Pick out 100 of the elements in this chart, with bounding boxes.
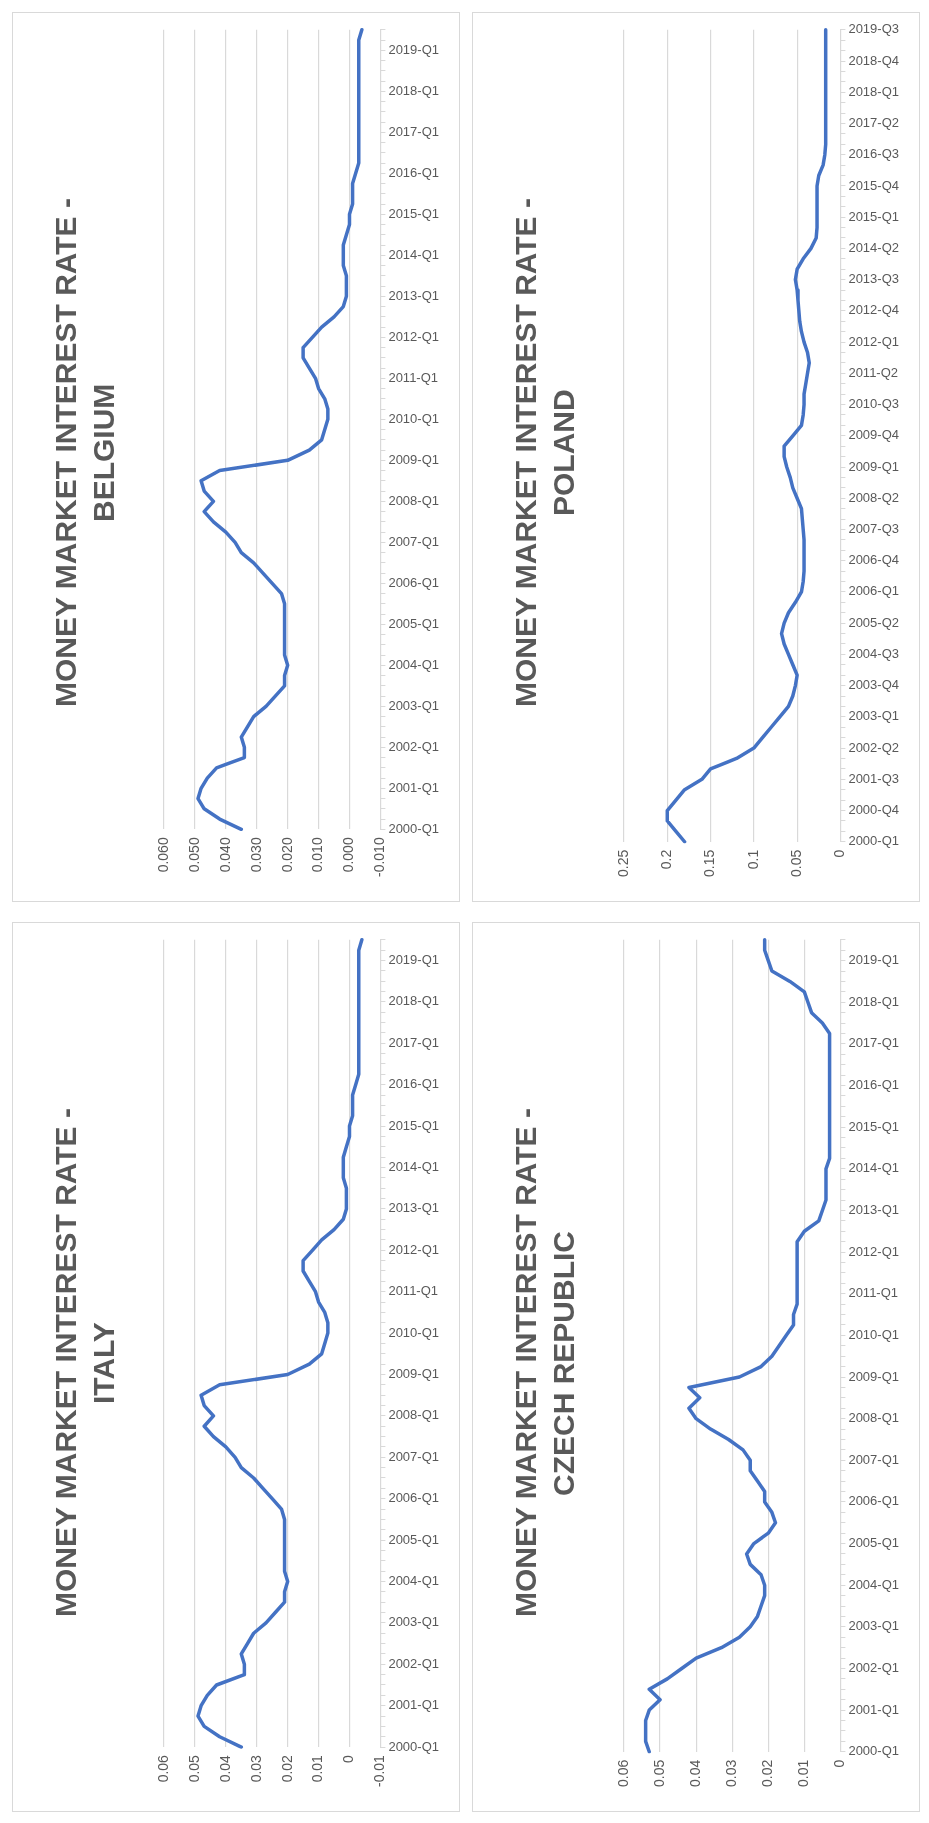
- x-tick-label: 0.03: [723, 1759, 740, 1787]
- x-tick-label: 0.05: [787, 849, 804, 877]
- y-tick-label: 2006-Q4: [848, 552, 899, 568]
- y-tick-label: 2010-Q1: [388, 410, 439, 426]
- y-tick-label: 2000-Q1: [388, 820, 439, 836]
- y-tick-label: 2006-Q1: [388, 574, 439, 590]
- y-tick-label: 2013-Q1: [388, 287, 439, 303]
- y-tick-label: 2007-Q1: [848, 1451, 899, 1467]
- y-tick-label: 2008-Q1: [388, 1407, 439, 1423]
- y-tick-label: 2001-Q1: [388, 1697, 439, 1713]
- y-tick-label: 2019-Q1: [388, 41, 439, 57]
- x-tick-label: 0.04: [216, 1754, 233, 1783]
- y-tick-label: 2011-Q2: [848, 364, 899, 380]
- x-tick-label: 0.01: [309, 1754, 326, 1783]
- y-tick-label: 2010-Q1: [388, 1324, 439, 1340]
- x-tick-label: 0.05: [185, 1754, 202, 1783]
- x-tick-label: 0.01: [795, 1759, 812, 1787]
- y-tick-label: 2012-Q4: [848, 302, 899, 318]
- y-tick-label: 2012-Q1: [848, 333, 899, 349]
- y-tick-label: 2009-Q1: [388, 451, 439, 467]
- y-tick-label: 2014-Q1: [388, 246, 439, 262]
- y-tick-label: 2000-Q4: [848, 802, 899, 818]
- y-tick-label: 2019-Q1: [848, 952, 899, 968]
- y-tick-label: 2002-Q1: [848, 1660, 899, 1676]
- y-tick-label: 2002-Q1: [388, 738, 439, 754]
- y-tick-label: 2000-Q1: [388, 1738, 439, 1754]
- y-tick-label: 2018-Q1: [388, 82, 439, 98]
- y-tick-label: 2015-Q1: [848, 1118, 899, 1134]
- y-tick-label: 2003-Q1: [848, 708, 899, 724]
- y-tick-label: 2009-Q4: [848, 427, 899, 443]
- x-tick-label: 0.040: [216, 837, 233, 873]
- y-tick-label: 2005-Q1: [388, 615, 439, 631]
- y-tick-label: 2014-Q1: [848, 1160, 899, 1176]
- y-tick-label: 2015-Q1: [848, 208, 899, 224]
- y-tick-label: 2005-Q2: [848, 614, 899, 630]
- y-tick-label: 2017-Q2: [848, 115, 899, 131]
- y-tick-label: 2019-Q3: [848, 21, 899, 37]
- x-tick-label: 0.05: [650, 1759, 667, 1787]
- y-tick-label: 2001-Q1: [388, 779, 439, 795]
- y-tick-label: 2015-Q1: [388, 205, 439, 221]
- x-tick-label: 0.020: [278, 837, 295, 873]
- x-tick-label: 0.04: [687, 1759, 703, 1787]
- y-tick-label: 2006-Q1: [388, 1490, 439, 1506]
- y-tick-label: 2012-Q1: [388, 1241, 439, 1257]
- y-tick-label: 2014-Q2: [848, 239, 899, 255]
- x-tick-label: 0.02: [278, 1754, 295, 1783]
- y-tick-label: 2019-Q1: [388, 952, 439, 968]
- y-tick-label: 2016-Q1: [388, 164, 439, 180]
- y-tick-label: 2009-Q1: [388, 1366, 439, 1382]
- y-tick-label: 2006-Q1: [848, 583, 899, 599]
- y-tick-label: 2007-Q1: [388, 533, 439, 549]
- y-tick-label: 2018-Q1: [848, 993, 899, 1009]
- y-tick-label: 2010-Q1: [848, 1326, 899, 1342]
- y-tick-label: 2007-Q3: [848, 521, 899, 537]
- y-tick-label: 2003-Q1: [848, 1618, 899, 1634]
- x-tick-label: 0.030: [247, 837, 264, 873]
- y-tick-label: 2009-Q1: [848, 458, 899, 474]
- y-tick-label: 2008-Q1: [848, 1410, 899, 1426]
- y-tick-label: 2011-Q1: [388, 369, 439, 385]
- y-tick-label: 2010-Q3: [848, 396, 899, 412]
- y-tick-label: 2012-Q1: [388, 328, 439, 344]
- y-tick-label: 2003-Q4: [848, 677, 899, 693]
- y-tick-label: 2014-Q1: [388, 1159, 439, 1175]
- y-tick-label: 2004-Q3: [848, 645, 899, 661]
- y-tick-label: 2004-Q1: [388, 1573, 439, 1589]
- x-tick-label: 0.2: [658, 849, 675, 870]
- x-tick-label: 0.050: [185, 837, 202, 873]
- y-tick-label: 2003-Q1: [388, 697, 439, 713]
- x-tick-label: 0.15: [701, 849, 718, 877]
- x-tick-label: 0.03: [247, 1754, 264, 1783]
- y-tick-label: 2017-Q1: [848, 1035, 899, 1051]
- x-tick-label: 0.010: [309, 837, 326, 873]
- y-tick-label: 2002-Q1: [388, 1655, 439, 1671]
- y-tick-label: 2008-Q1: [388, 492, 439, 508]
- y-tick-label: 2006-Q1: [848, 1493, 899, 1509]
- y-tick-label: 2013-Q3: [848, 271, 899, 287]
- y-tick-label: 2011-Q1: [388, 1283, 439, 1299]
- x-tick-label: -0.010: [371, 837, 388, 878]
- x-tick-label: 0.000: [340, 837, 357, 873]
- y-tick-label: 2011-Q1: [848, 1285, 899, 1301]
- y-tick-label: 2016-Q3: [848, 146, 899, 162]
- y-tick-label: 2000-Q1: [848, 1743, 899, 1759]
- x-tick-label: -0.01: [371, 1754, 388, 1788]
- x-tick-label: 0: [831, 1759, 848, 1768]
- y-tick-label: 2000-Q1: [848, 833, 899, 849]
- y-tick-label: 2016-Q1: [848, 1077, 899, 1093]
- text: MONEY MARKET INTEREST RATE - ITALY: [48, 1107, 121, 1620]
- y-tick-label: 2001-Q3: [848, 770, 899, 786]
- y-tick-label: 2005-Q1: [848, 1535, 899, 1551]
- y-tick-label: 2018-Q1: [848, 83, 899, 99]
- x-tick-label: 0.25: [614, 849, 631, 877]
- y-tick-label: 2016-Q1: [388, 1076, 439, 1092]
- y-tick-label: 2005-Q1: [388, 1531, 439, 1547]
- x-tick-label: 0.060: [154, 837, 171, 873]
- y-tick-label: 2015-Q4: [848, 177, 899, 193]
- y-tick-label: 2013-Q1: [388, 1200, 439, 1216]
- y-tick-label: 2003-Q1: [388, 1614, 439, 1630]
- y-tick-label: 2017-Q1: [388, 123, 439, 139]
- x-tick-label: 0.06: [614, 1759, 631, 1787]
- y-tick-label: 2018-Q1: [388, 993, 439, 1009]
